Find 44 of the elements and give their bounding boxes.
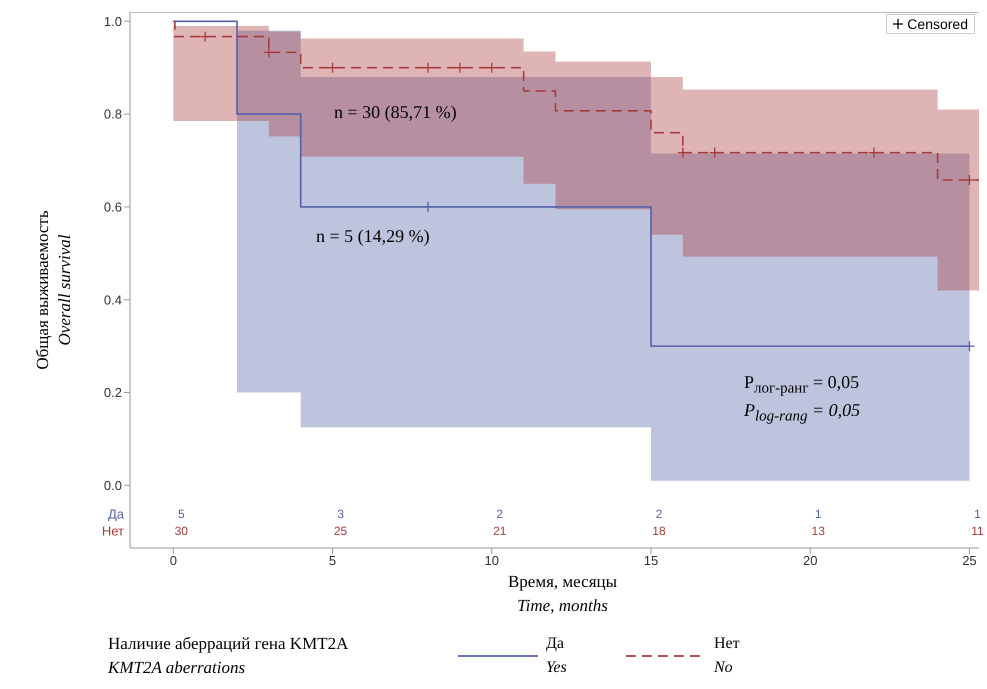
- annotation: 5: [178, 507, 185, 521]
- y-tick-label: 1.0: [104, 14, 122, 29]
- y-axis-title: Общая выживаемость Overall survival: [32, 210, 75, 370]
- point: [964, 174, 976, 186]
- x-tick-label: 10: [484, 553, 499, 568]
- point: [964, 340, 976, 352]
- y-tick-label: 0.2: [104, 385, 122, 400]
- x-axis-title: Время, месяцы Time, months: [508, 571, 618, 617]
- annotation: 1: [814, 507, 822, 521]
- point: [868, 146, 880, 158]
- annotation: 21: [493, 524, 506, 538]
- annotation: 3: [337, 507, 344, 521]
- annotation: 11: [971, 524, 984, 538]
- annotation: P$_{log-rang}$ = 0,05: [744, 400, 860, 426]
- y-tick-label: 0.8: [104, 106, 122, 122]
- annotation: P$_{лог-ранг}$ = 0,05: [744, 372, 860, 398]
- annotation: 2: [496, 507, 504, 521]
- annotation: 1: [974, 507, 981, 521]
- legend-label: Да Yes: [546, 634, 568, 678]
- point: [677, 146, 688, 158]
- text: Нет: [102, 524, 124, 538]
- annotation: n = 30 (85,71 %): [334, 102, 457, 123]
- y-tick-label: 0.4: [104, 292, 122, 308]
- x-tick-label: 0: [170, 553, 177, 568]
- y-tick-label: 0.6: [104, 200, 122, 215]
- legend-label: Нет No: [714, 634, 741, 678]
- legend-title: Наличие аберраций гена KMT2A KMT2A aberrations: [108, 633, 350, 679]
- x-tick-label: 5: [328, 553, 336, 568]
- annotation: 2: [656, 507, 662, 521]
- point: [263, 46, 274, 58]
- x-tick-label: 25: [962, 553, 977, 568]
- point: [709, 146, 720, 158]
- y-tick-label: 0.0: [104, 478, 122, 493]
- point: [200, 30, 211, 42]
- x-tick-label: 15: [644, 553, 658, 568]
- annotation: 25: [334, 524, 348, 538]
- point: [422, 201, 434, 213]
- annotation: 30: [174, 524, 188, 538]
- annotation: 18: [652, 524, 666, 538]
- x-tick-label: 20: [802, 553, 818, 568]
- annotation: 13: [812, 524, 825, 538]
- annotation: n = 5 (14,29 %): [316, 226, 430, 247]
- annotation: Censored: [907, 16, 968, 32]
- text: Да: [108, 506, 124, 522]
